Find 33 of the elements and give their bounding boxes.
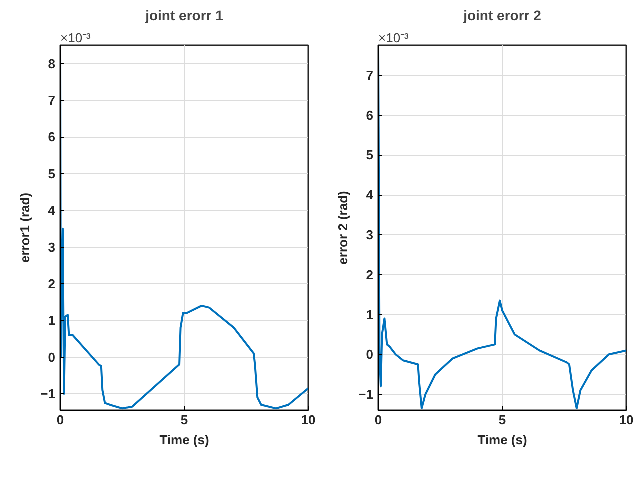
chart-title: joint erorr 2 xyxy=(462,8,542,24)
y-tick-label: 7 xyxy=(366,68,374,83)
y-tick-label: 4 xyxy=(366,188,374,203)
y-tick-label: 2 xyxy=(366,267,374,282)
text: ×10⁻³ xyxy=(378,30,410,46)
y-tick-label: 6 xyxy=(366,108,374,123)
y-tick-label: 4 xyxy=(48,203,56,218)
x-tick-label: 10 xyxy=(301,412,316,428)
y-tick-label: 1 xyxy=(48,313,56,328)
x-tick-label: 5 xyxy=(180,412,188,428)
y-tick-label: 8 xyxy=(48,56,56,72)
y-tick-label: 7 xyxy=(48,93,56,108)
y-tick-label: 0 xyxy=(48,350,56,365)
annotation: ×10⁻³ xyxy=(60,30,92,46)
y-tick-label: 3 xyxy=(48,240,56,255)
y-tick-label: 3 xyxy=(366,227,374,242)
y-tick-label: 2 xyxy=(48,276,56,292)
x-axis-title: Time (s) xyxy=(478,432,528,448)
x-tick-label: 10 xyxy=(619,412,634,428)
y-tick-label: −1 xyxy=(40,386,56,402)
y-tick-label: 1 xyxy=(366,307,374,322)
chart-title: joint erorr 1 xyxy=(144,8,224,24)
y-tick-label: 5 xyxy=(48,166,56,182)
y-axis-title: error1 (rad) xyxy=(18,192,33,264)
x-tick-label: 5 xyxy=(498,412,506,428)
y-tick-label: 0 xyxy=(366,347,374,362)
x-axis-title: Time (s) xyxy=(160,432,210,448)
y-tick-label: −1 xyxy=(358,387,374,402)
y-tick-label: 6 xyxy=(48,130,56,145)
line-series xyxy=(378,46,626,410)
line-series xyxy=(60,48,308,410)
y-axis-title: error 2 (rad) xyxy=(336,191,351,265)
y-tick-label: 5 xyxy=(366,148,374,163)
